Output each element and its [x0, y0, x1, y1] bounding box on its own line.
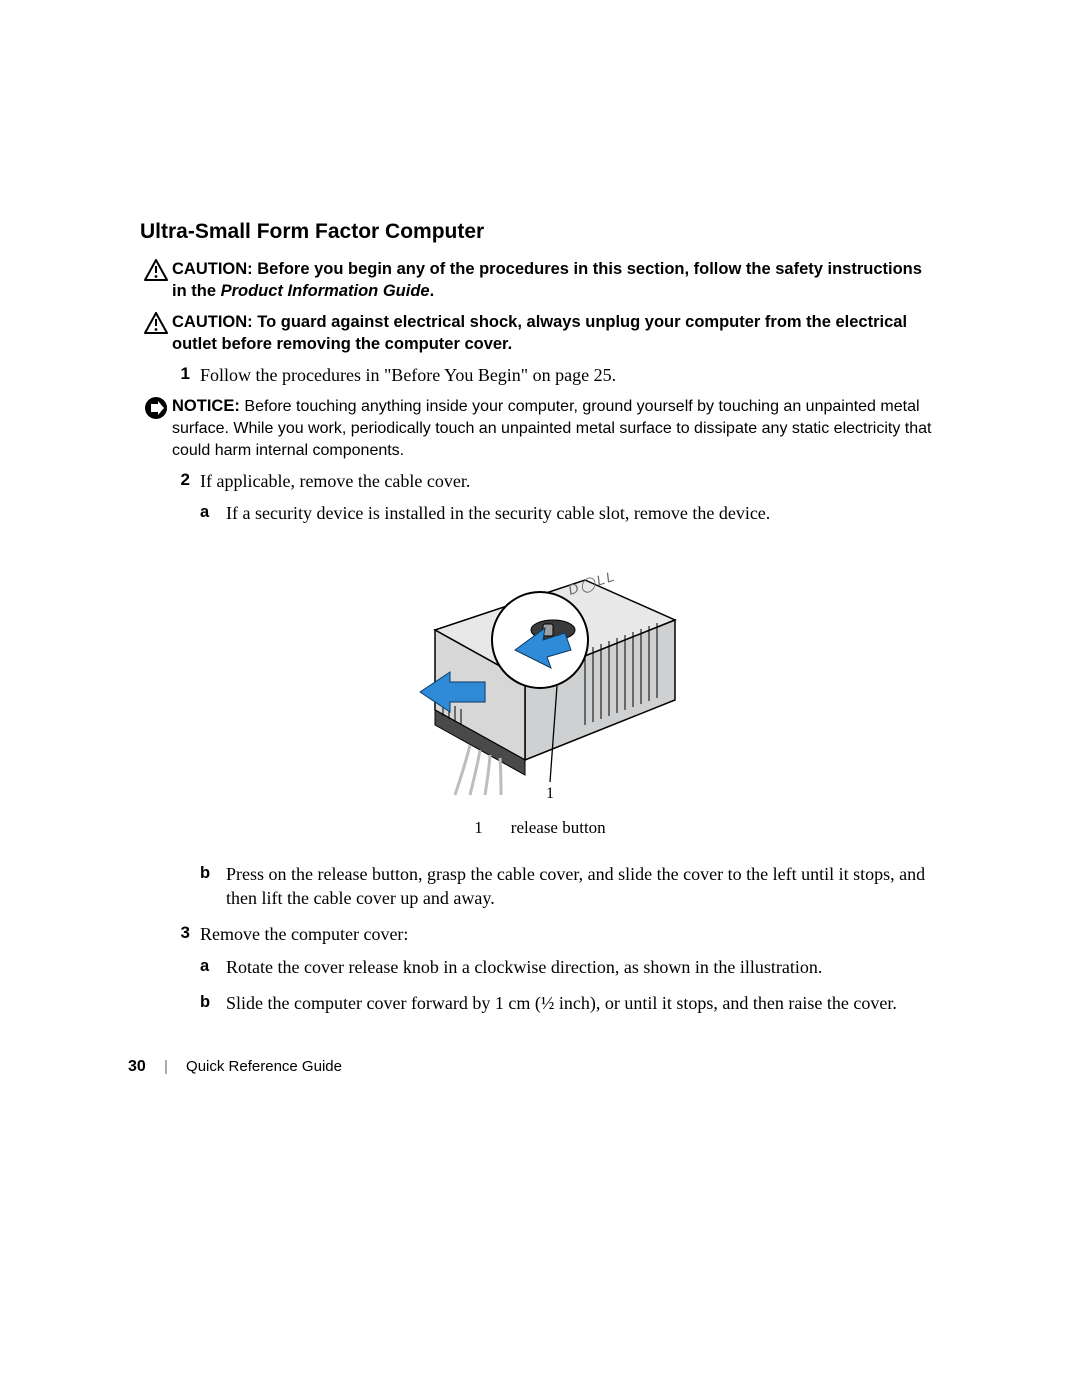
- caution-1-after: .: [430, 282, 435, 300]
- figure-callout-text: release button: [511, 818, 606, 838]
- figure-callout: 1 release button: [140, 818, 940, 838]
- step-2b-letter: b: [200, 862, 226, 911]
- caution-2-body: To guard against electrical shock, alway…: [172, 313, 907, 353]
- step-1-num: 1: [172, 363, 200, 387]
- step-1: 1 Follow the procedures in "Before You B…: [140, 363, 940, 387]
- step-3a: a Rotate the cover release knob in a clo…: [140, 949, 940, 985]
- caution-2: CAUTION: To guard against electrical sho…: [140, 311, 940, 356]
- step-3: 3 Remove the computer cover:: [140, 922, 940, 946]
- step-2-num: 2: [172, 469, 200, 493]
- notice-icon: [140, 395, 172, 461]
- step-2a-letter: a: [200, 501, 226, 525]
- caution-2-text: CAUTION: To guard against electrical sho…: [172, 311, 940, 356]
- notice-label: NOTICE:: [172, 397, 244, 415]
- step-2a: a If a security device is installed in t…: [140, 495, 940, 531]
- step-3a-letter: a: [200, 955, 226, 979]
- step-2a-text: If a security device is installed in the…: [226, 501, 940, 525]
- step-3b: b Slide the computer cover forward by 1 …: [140, 985, 940, 1021]
- notice-body: Before touching anything inside your com…: [172, 398, 931, 458]
- step-2-text: If applicable, remove the cable cover.: [200, 469, 940, 493]
- caution-icon: [140, 258, 172, 303]
- notice: NOTICE: Before touching anything inside …: [140, 395, 940, 461]
- page-content: Ultra-Small Form Factor Computer CAUTION…: [140, 220, 940, 1029]
- caution-icon: [140, 311, 172, 356]
- section-heading: Ultra-Small Form Factor Computer: [140, 220, 940, 244]
- notice-text: NOTICE: Before touching anything inside …: [172, 395, 940, 461]
- caution-1-text: CAUTION: Before you begin any of the pro…: [172, 258, 940, 303]
- step-3b-text: Slide the computer cover forward by 1 cm…: [226, 991, 940, 1015]
- step-3-num: 3: [172, 922, 200, 946]
- footer-separator: |: [164, 1058, 168, 1075]
- figure-leader-num: 1: [546, 785, 554, 802]
- step-2b: b Press on the release button, grasp the…: [140, 856, 940, 917]
- caution-1-italic: Product Information Guide: [221, 282, 430, 300]
- step-3b-letter: b: [200, 991, 226, 1015]
- figure: 1 D◯LL: [140, 550, 940, 810]
- page-footer: 30 | Quick Reference Guide: [128, 1058, 342, 1076]
- caution-label: CAUTION:: [172, 260, 257, 278]
- caution-label: CAUTION:: [172, 313, 257, 331]
- device-illustration: 1 D◯LL: [375, 550, 705, 810]
- step-2b-text: Press on the release button, grasp the c…: [226, 862, 940, 911]
- step-2: 2 If applicable, remove the cable cover.: [140, 469, 940, 493]
- step-3-text: Remove the computer cover:: [200, 922, 940, 946]
- figure-callout-num: 1: [474, 818, 483, 838]
- footer-title: Quick Reference Guide: [186, 1058, 342, 1075]
- step-3a-text: Rotate the cover release knob in a clock…: [226, 955, 940, 979]
- page-number: 30: [128, 1058, 146, 1075]
- step-1-text: Follow the procedures in "Before You Beg…: [200, 363, 940, 387]
- caution-1: CAUTION: Before you begin any of the pro…: [140, 258, 940, 303]
